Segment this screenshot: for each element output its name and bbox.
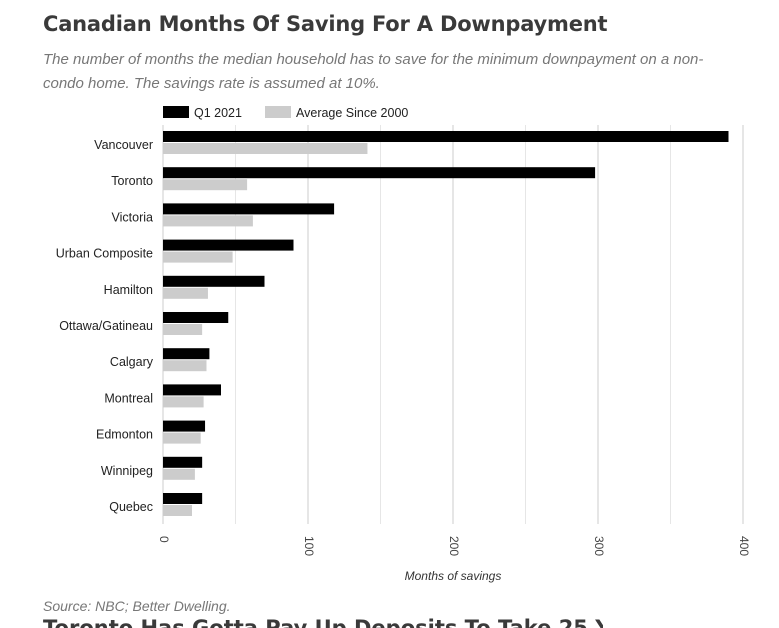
bar [163, 251, 233, 263]
bar [163, 275, 265, 287]
category-label: Quebec [109, 500, 153, 514]
category-label: Urban Composite [56, 247, 153, 261]
category-labels: Vancouver Toronto Victoria Urban Composite H… [56, 138, 154, 514]
bar [163, 360, 207, 372]
category-label: Victoria [112, 210, 154, 224]
source-note: Source: NBC; Better Dwelling. [43, 598, 231, 614]
category-label: Ottawa/Gatineau [59, 319, 153, 333]
bar [163, 179, 248, 191]
legend-swatch [163, 106, 189, 118]
bars [163, 131, 729, 516]
category-label: Calgary [110, 355, 154, 369]
chart-title: Canadian Months Of Saving For A Downpaym… [43, 12, 608, 36]
x-tick-label: 100 [302, 536, 316, 556]
bar [163, 239, 294, 251]
legend-swatch [265, 106, 291, 118]
bar-chart: Q1 2021 Average Since 2000 Vancouver Toron… [56, 106, 751, 583]
category-label: Toronto [111, 174, 153, 188]
bar [163, 167, 596, 179]
x-tick-label: 200 [447, 536, 461, 556]
x-tick-label: 400 [737, 536, 751, 556]
category-label: Hamilton [104, 283, 153, 297]
chart-subtitle: The number of months the median househol… [43, 51, 704, 92]
bar [163, 131, 729, 142]
bar [163, 384, 221, 396]
next-section-heading-clipped: Toronto Has Gotta Pay Up Deposits To Tak… [43, 616, 603, 628]
x-axis-label: Months of savings [405, 569, 502, 583]
bar [163, 287, 208, 299]
bar [163, 493, 203, 504]
legend-label: Q1 2021 [194, 106, 242, 120]
gridlines [162, 125, 744, 524]
bar [163, 215, 253, 227]
category-label: Edmonton [96, 428, 153, 442]
category-label: Montreal [104, 391, 153, 405]
bar [163, 324, 203, 335]
x-tick-labels: 0 100 200 300 400 [157, 536, 751, 556]
legend-label: Average Since 2000 [296, 106, 408, 120]
bar [163, 456, 203, 468]
bar [163, 468, 195, 480]
next-section-heading: Toronto Has Gotta Pay Up Deposits To Tak… [43, 616, 603, 628]
x-tick-label: 0 [157, 536, 171, 543]
bar [163, 143, 368, 154]
bar [163, 203, 335, 215]
bar [163, 312, 229, 323]
category-label: Vancouver [94, 138, 153, 152]
bar [163, 505, 192, 516]
bar [163, 348, 210, 360]
category-label: Winnipeg [101, 464, 153, 478]
legend: Q1 2021 Average Since 2000 [163, 106, 408, 120]
x-tick-label: 300 [592, 536, 606, 556]
bar [163, 420, 206, 432]
bar [163, 396, 204, 408]
bar [163, 432, 201, 444]
